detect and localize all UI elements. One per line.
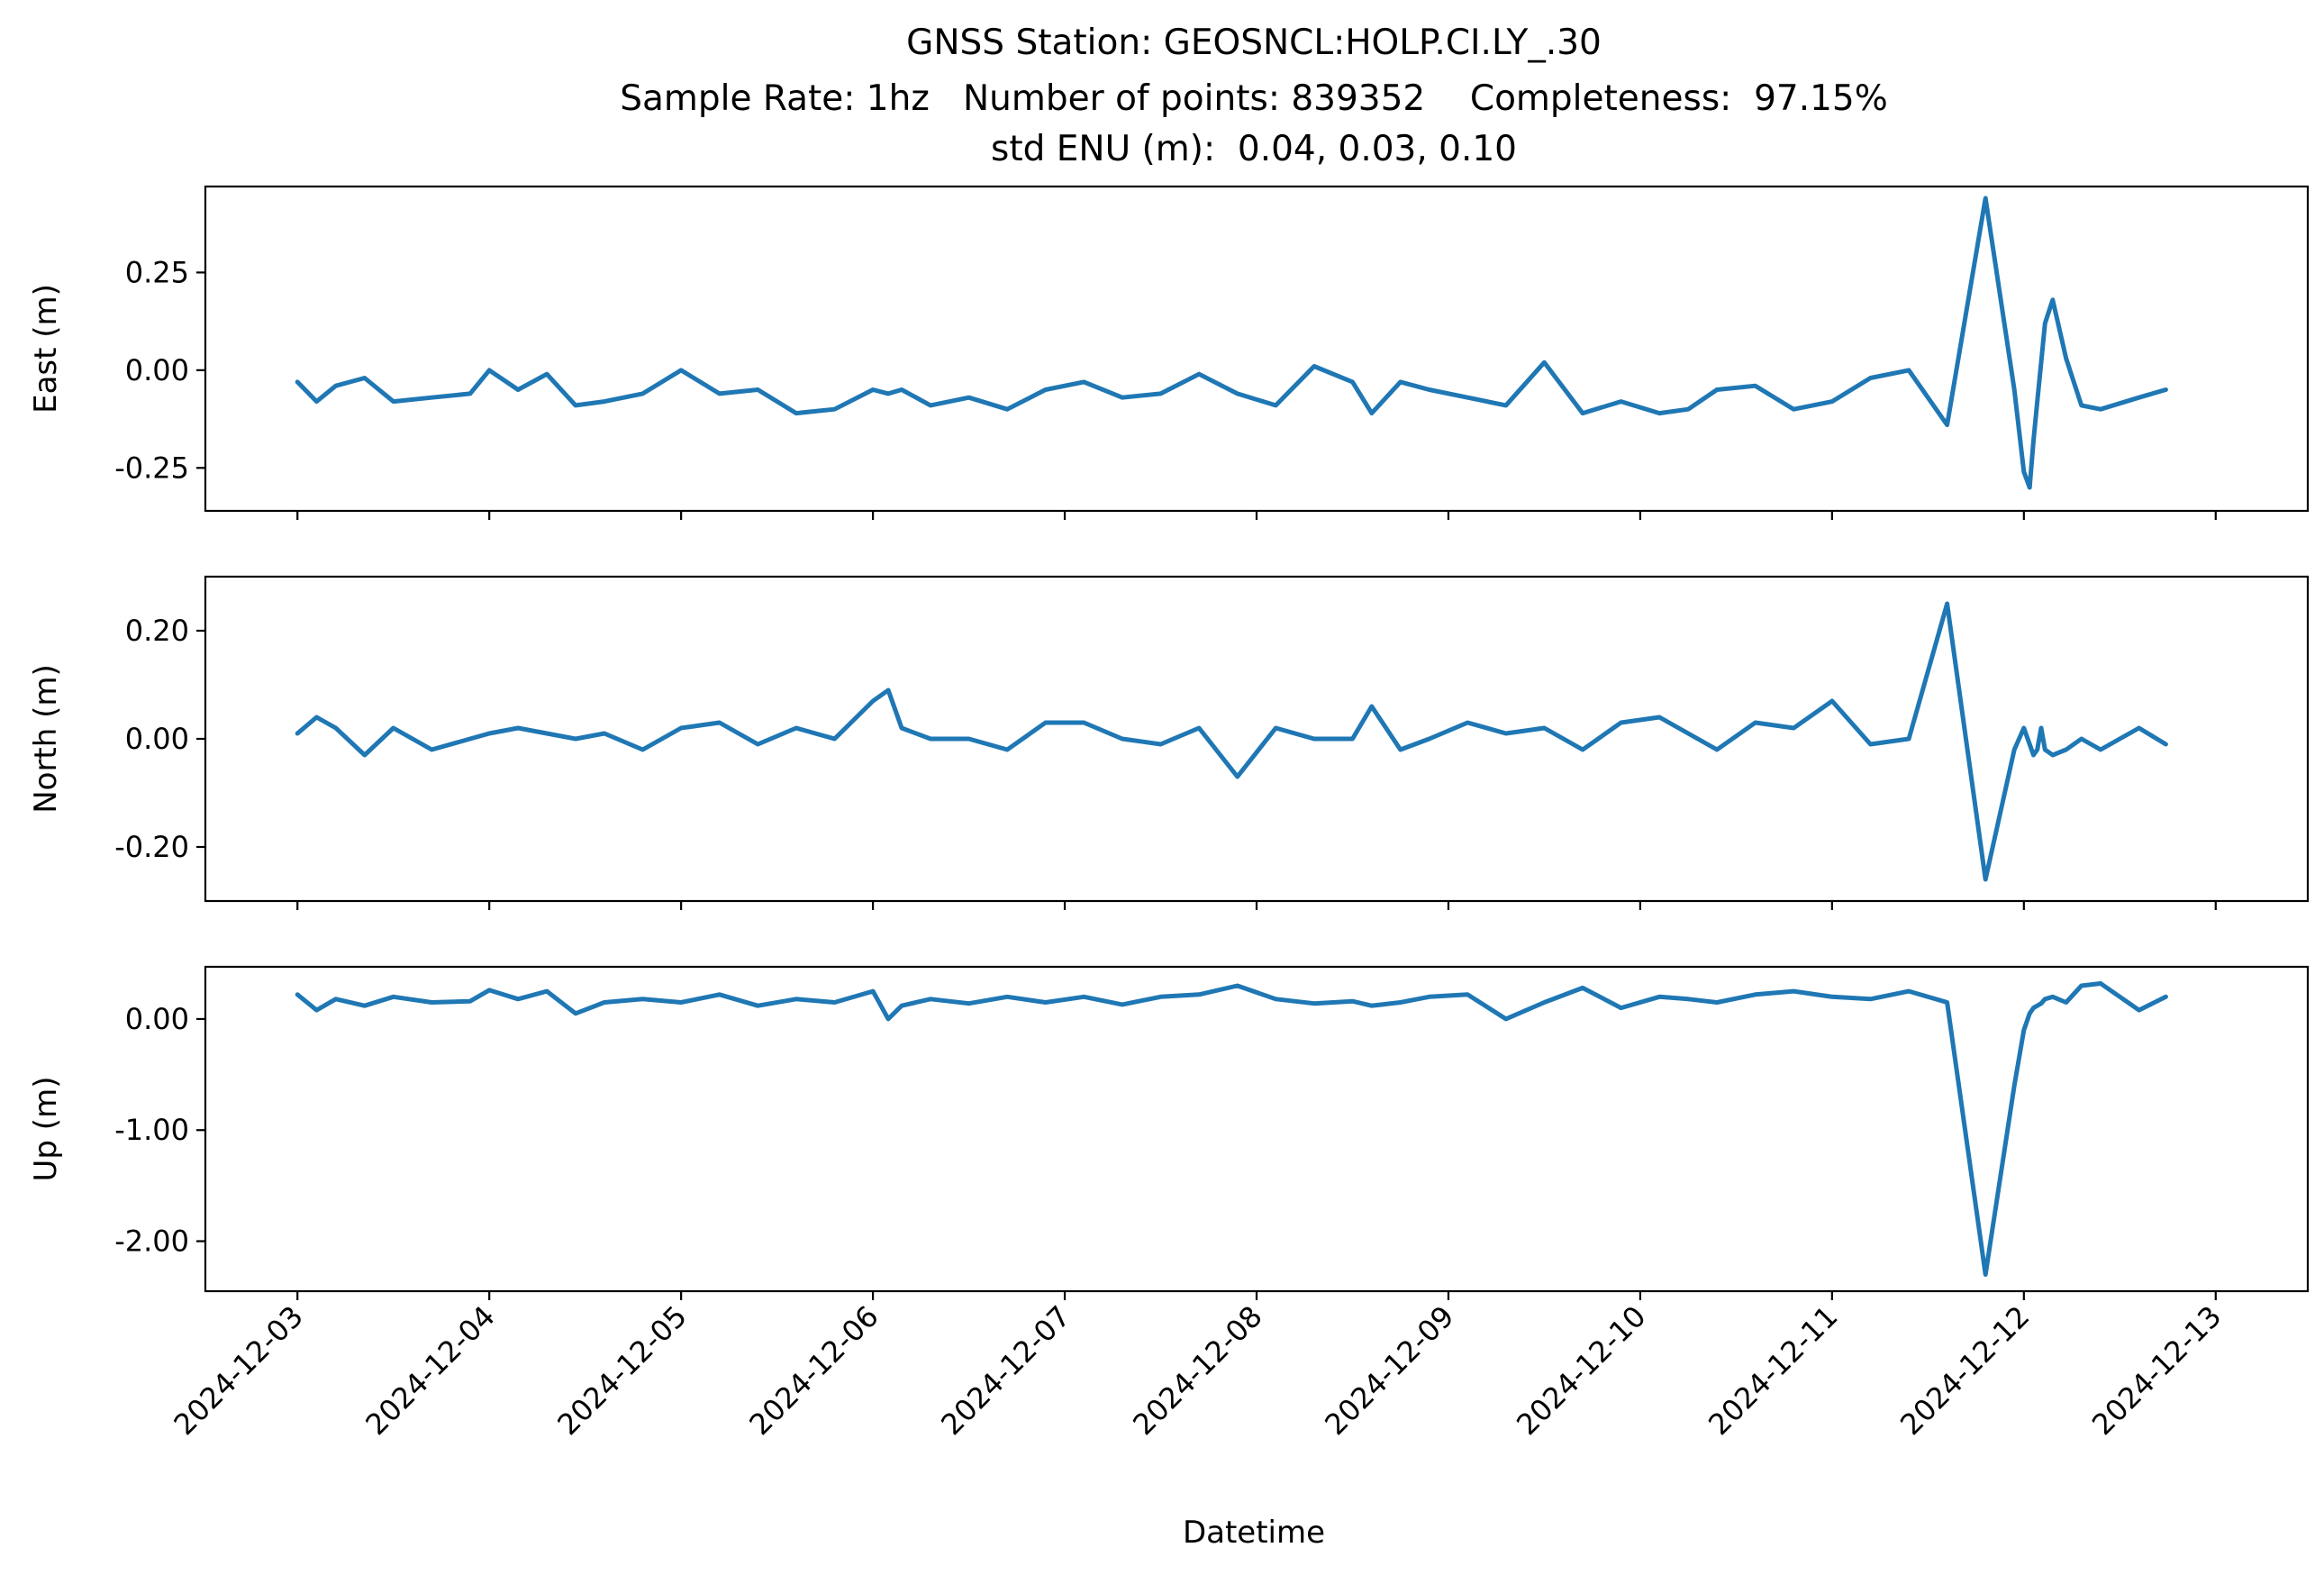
east-axis-label: East (m): [28, 284, 64, 414]
up-y-tick-label: -1.00: [114, 1113, 189, 1147]
up-y-ticks: 0.00 -1.00 -2.00: [114, 1002, 205, 1259]
up-y-tick-label: -2.00: [114, 1224, 189, 1259]
up-series-line: [295, 981, 2168, 1277]
north-y-ticks: 0.20 0.00 -0.20: [114, 614, 205, 864]
north-series-line: [295, 601, 2168, 882]
north-y-tick-label: -0.20: [114, 830, 189, 864]
east-panel: East (m) 0.25 0.00 -0.25: [28, 185, 2310, 520]
north-x-ticks: [296, 901, 2217, 910]
up-axis-label: Up (m): [28, 1077, 64, 1182]
north-y-tick-label: 0.20: [125, 614, 189, 648]
x-axis-label: Datetime: [1183, 1515, 1325, 1551]
east-x-ticks: [296, 511, 2217, 520]
east-y-tick-label: -0.25: [114, 451, 189, 485]
east-series-line: [295, 196, 2168, 490]
east-y-tick-label: 0.25: [125, 255, 189, 289]
east-y-tick-label: 0.00: [125, 353, 189, 387]
up-y-tick-label: 0.00: [125, 1002, 189, 1036]
chart-title-std: std ENU (m): 0.04, 0.03, 0.10: [991, 129, 1517, 169]
north-panel: North (m) 0.20 0.00 -0.20: [28, 575, 2310, 910]
east-y-ticks: 0.25 0.00 -0.25: [114, 255, 205, 485]
chart-title-station: GNSS Station: GEOSNCL:HOLP.CI.LY_.30: [906, 23, 1602, 63]
north-y-tick-label: 0.00: [125, 722, 189, 756]
chart-title-stats: Sample Rate: 1hz Number of points: 83935…: [620, 78, 1888, 119]
north-axis-label: North (m): [28, 664, 64, 814]
